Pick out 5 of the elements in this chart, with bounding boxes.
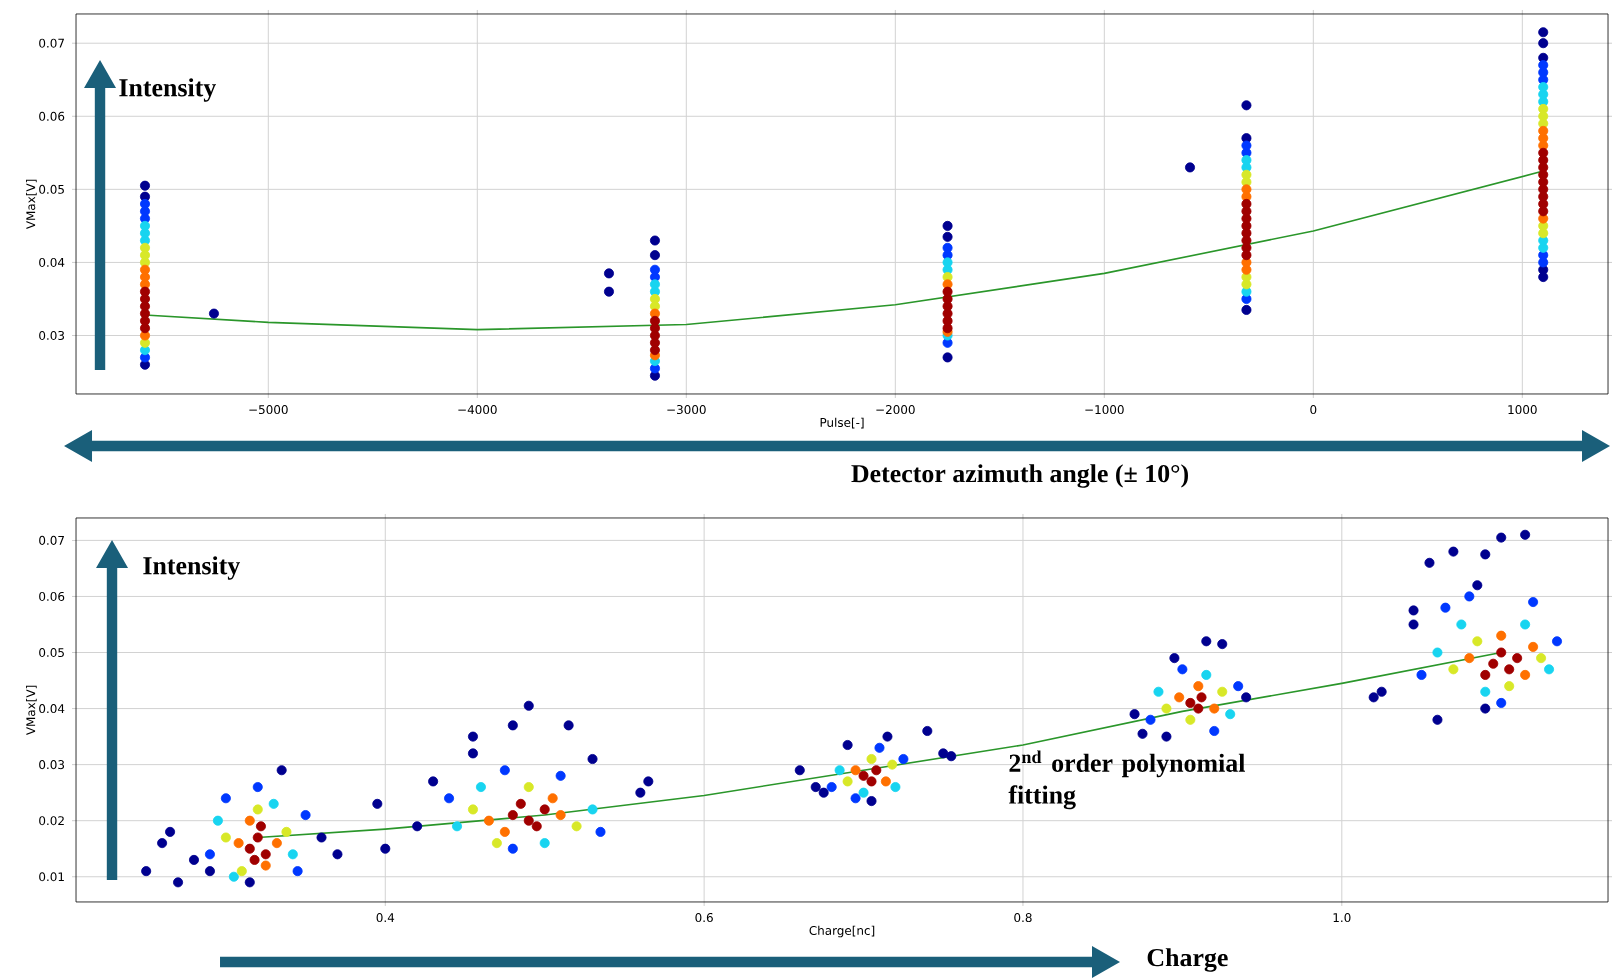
annotation: Intensity xyxy=(119,78,217,102)
text: Charge xyxy=(1147,948,1228,972)
annotation: Intensity xyxy=(143,556,241,580)
text: Detector azimuth angle (± 10°) xyxy=(851,464,1188,488)
annotation: 2$^{nd}$ order polynomial fitting xyxy=(1008,750,1245,810)
